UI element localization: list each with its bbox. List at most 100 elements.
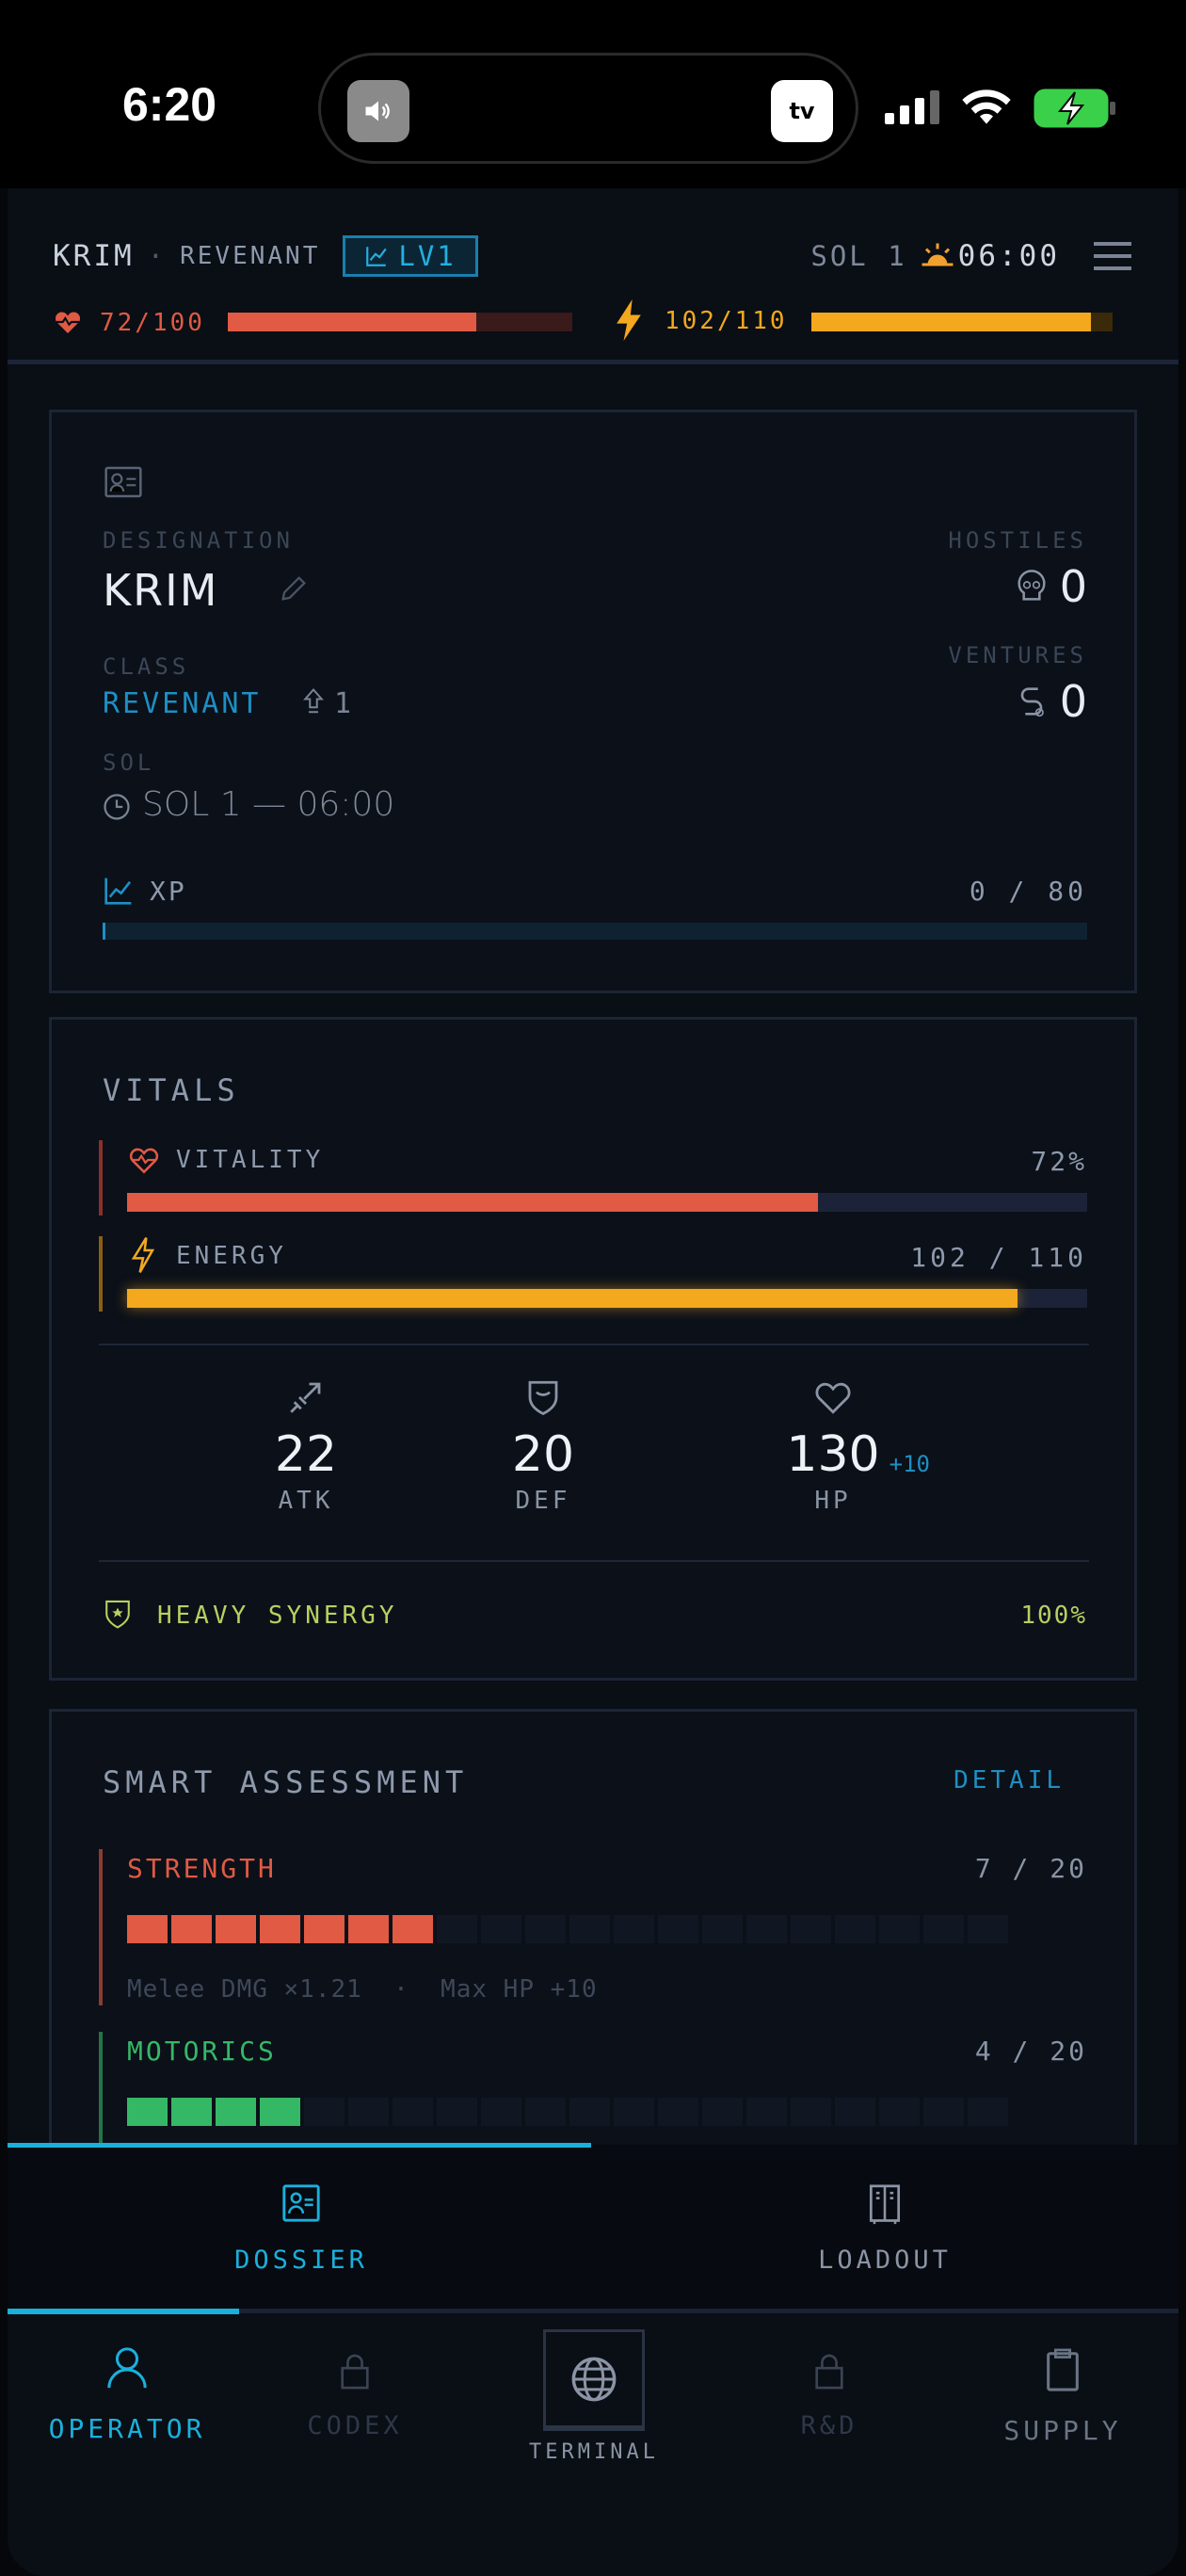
stat-hp: 130 +10 HP [729,1377,937,1515]
xp-value: 0 / 80 [969,876,1087,907]
nav-label: SUPPLY [1003,2415,1122,2446]
heart-pulse-icon [129,1148,159,1174]
subtab-active-indicator [8,2143,591,2148]
tab-label: LOADOUT [818,2246,952,2275]
class-rank: 1 [334,687,352,720]
level-segment [702,1915,743,1943]
tab-dossier[interactable]: DOSSIER [169,2184,433,2275]
level-segment [835,1915,875,1943]
level-segment [260,2098,300,2126]
level-segment [304,2098,345,2126]
lock-icon [341,2354,369,2390]
attribute-name: STRENGTH [127,1853,277,1884]
hp-bar [228,313,572,331]
edit-pencil-icon[interactable] [278,572,310,604]
dynamic-island: tv [318,53,858,164]
level-segment [879,2098,920,2126]
level-segment [614,1915,654,1943]
stat-value: 130 +10 [786,1426,930,1483]
xp-chart-icon [104,877,132,905]
lock-icon [815,2354,843,2390]
level-segment [171,1915,212,1943]
level-segment [879,1915,920,1943]
stat-value: 22 [274,1426,338,1483]
nav-label: OPERATOR [48,2413,206,2444]
attribute-value: 4 / 20 [974,2036,1087,2067]
wifi-icon [962,89,1011,124]
nav-operator[interactable]: OPERATOR [19,2346,235,2444]
level-segment [437,2098,477,2126]
attribute-level-bar [127,2098,1008,2126]
locker-icon [869,2184,901,2225]
ventures-stat: 0 [1015,676,1087,727]
level-segment [923,1915,964,1943]
heart-icon [815,1382,851,1414]
level-segment [348,2098,389,2126]
attribute-value: 7 / 20 [974,1853,1087,1884]
hp-readout: 72/100 [100,309,205,337]
clipboard-icon [1047,2348,1079,2391]
trend-up-icon [366,247,387,266]
lightning-icon [617,299,641,341]
level-segment [437,1915,477,1943]
stat-value: 20 [511,1426,575,1483]
tab-loadout[interactable]: LOADOUT [753,2184,1017,2275]
subtab-bar [8,2145,1178,2314]
level-segment [923,2098,964,2126]
designation-value: KRIM [103,565,219,616]
status-bar: 6:20 tv [0,0,1186,188]
xp-label: XP [150,876,187,907]
stat-def: 20 DEF [440,1377,647,1515]
attribute-name: MOTORICS [127,2036,277,2067]
energy-bar [811,313,1113,331]
nav-label: CODEX [307,2411,403,2440]
level-segment [216,1915,256,1943]
clock-icon [104,794,130,820]
dossier-card: DESIGNATION KRIM CLASS REVENANT 1 SOL SO… [49,410,1137,993]
level-segment [968,2098,1008,2126]
assessment-card: SMART ASSESSMENT DETAIL STRENGTH 7 / 20 … [49,1709,1137,2220]
energy-value: 102 / 110 [910,1242,1087,1273]
heart-pulse-icon [55,312,81,333]
appletv-icon: tv [771,80,833,142]
nav-divider [8,2309,1178,2313]
nav-codex[interactable]: CODEX [247,2354,463,2440]
vitality-accent [99,1140,103,1216]
level-segment [127,1915,168,1943]
energy-label: ENERGY [176,1242,287,1270]
sword-icon [290,1382,321,1413]
stat-bonus: +10 [889,1451,930,1477]
stat-label: HP [814,1487,852,1515]
level-badge[interactable]: LV1 [343,235,478,277]
menu-icon[interactable] [1094,240,1135,272]
class-label: CLASS [103,653,190,680]
nav-rnd[interactable]: R&D [721,2354,938,2440]
stat-label: DEF [515,1487,571,1515]
class-value: REVENANT [103,687,262,720]
lightning-icon [131,1237,155,1273]
shield-icon [528,1380,558,1416]
synergy-label: HEAVY SYNERGY [157,1602,398,1630]
divider [99,1344,1089,1345]
shield-star-icon [105,1600,130,1629]
id-card-icon [104,466,142,498]
level-segment [791,2098,831,2126]
hostiles-label: HOSTILES [948,527,1087,554]
level-segment [658,1915,698,1943]
nav-terminal[interactable]: TERMINAL [486,2329,702,2464]
detail-link[interactable]: DETAIL [954,1766,1065,1795]
level-segment [481,2098,521,2126]
vitals-title: VITALS [103,1072,240,1108]
level-segment [569,2098,610,2126]
assessment-title: SMART ASSESSMENT [103,1764,469,1800]
clock: 06:00 [957,239,1060,273]
nav-label: R&D [800,2411,858,2440]
level-segment [569,1915,610,1943]
id-card-icon [282,2184,320,2222]
level-segment [702,2098,743,2126]
globe-icon [571,2357,617,2401]
hostiles-value: 0 [1059,561,1087,612]
attribute-accent [99,2032,103,2220]
nav-supply[interactable]: SUPPLY [954,2348,1171,2446]
speaker-icon [347,80,409,142]
